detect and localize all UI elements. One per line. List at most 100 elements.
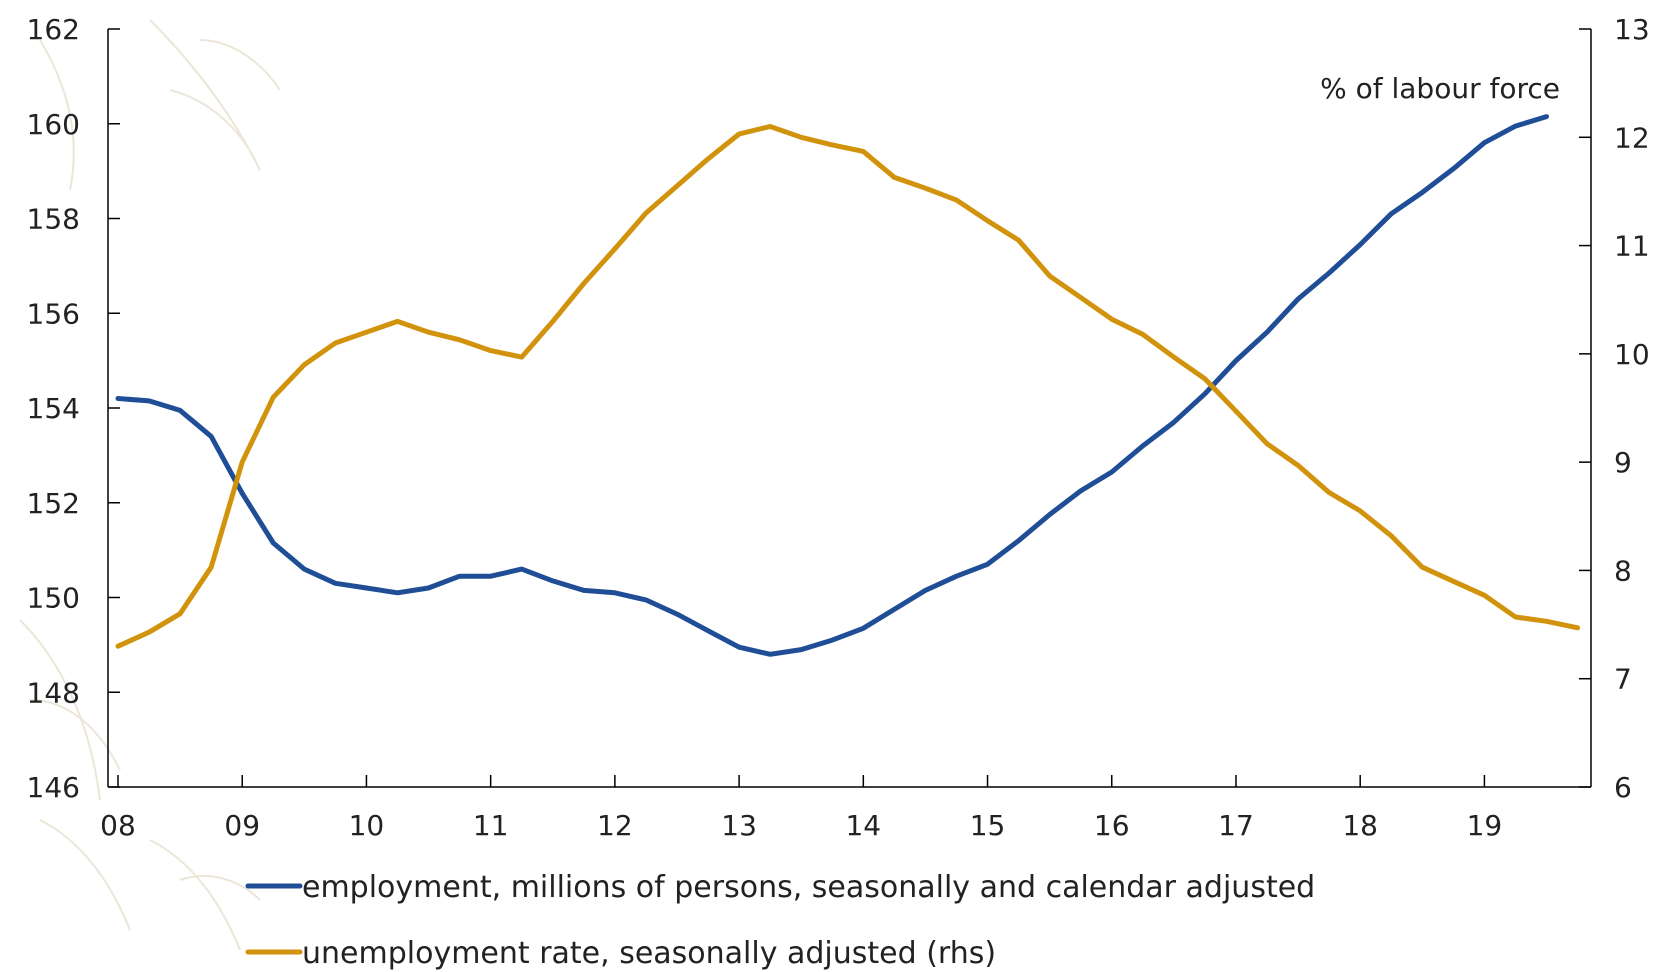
- data-point-employment: [893, 608, 896, 611]
- data-point-unemployment: [1483, 594, 1486, 597]
- data-point-unemployment: [613, 247, 617, 250]
- data-point-unemployment: [893, 176, 896, 179]
- data-point-unemployment: [1390, 534, 1393, 537]
- data-point-unemployment: [1327, 491, 1331, 494]
- series-line-employment: [115, 114, 1549, 657]
- data-point-unemployment: [986, 219, 989, 222]
- left-tick-label: 162: [27, 13, 80, 46]
- data-point-unemployment: [769, 125, 772, 128]
- data-point-employment: [1048, 513, 1051, 516]
- left-y-ticks: 146 148 150 152 154 156 158 160 162: [27, 13, 120, 804]
- left-tick-label: 154: [27, 392, 80, 425]
- x-tick-label: 10: [349, 809, 385, 842]
- x-tick-label: 14: [845, 809, 881, 842]
- left-tick-label: 160: [27, 108, 80, 141]
- data-point-employment: [1017, 539, 1020, 542]
- series-layer: [115, 114, 1581, 657]
- x-tick-label: 15: [970, 809, 1006, 842]
- data-point-unemployment: [210, 566, 213, 569]
- x-tick-label: 12: [597, 809, 633, 842]
- left-tick-label: 152: [27, 487, 80, 520]
- data-point-employment: [458, 575, 461, 578]
- data-point-unemployment: [737, 132, 741, 136]
- data-point-unemployment: [1296, 464, 1300, 467]
- data-point-unemployment: [427, 331, 430, 334]
- left-tick-label: 158: [27, 203, 80, 236]
- data-point-unemployment: [800, 136, 803, 139]
- data-point-employment: [644, 598, 648, 602]
- data-point-unemployment: [1203, 377, 1207, 380]
- data-point-employment: [1390, 212, 1393, 215]
- x-tick-label: 19: [1467, 809, 1503, 842]
- data-point-employment: [1421, 191, 1424, 194]
- data-point-employment: [613, 591, 617, 594]
- data-point-employment: [924, 589, 927, 592]
- data-point-unemployment: [675, 184, 679, 188]
- data-point-employment: [1110, 470, 1114, 474]
- data-point-employment: [551, 579, 554, 583]
- data-point-unemployment: [520, 355, 523, 359]
- data-point-employment: [1359, 243, 1362, 246]
- data-point-employment: [241, 492, 244, 495]
- data-point-employment: [831, 638, 834, 642]
- left-tick-label: 146: [27, 771, 80, 804]
- data-point-employment: [1483, 141, 1486, 144]
- data-point-unemployment: [458, 338, 461, 341]
- data-point-unemployment: [334, 341, 337, 345]
- rhs-unit-label: % of labour force: [1320, 72, 1560, 105]
- x-tick-label: 18: [1342, 809, 1378, 842]
- data-point-employment: [116, 397, 120, 400]
- x-tick-label: 13: [721, 809, 757, 842]
- left-tick-label: 150: [27, 582, 80, 615]
- data-point-unemployment: [1421, 566, 1424, 569]
- right-tick-label: 13: [1614, 13, 1650, 46]
- data-point-employment: [1514, 124, 1517, 128]
- series-line-unemployment: [115, 124, 1581, 649]
- right-tick-label: 8: [1614, 554, 1632, 587]
- data-point-employment: [800, 648, 803, 651]
- data-point-employment: [178, 409, 182, 412]
- data-point-unemployment: [924, 187, 927, 190]
- right-tick-label: 9: [1614, 446, 1632, 479]
- right-tick-label: 6: [1614, 771, 1632, 804]
- legend-label-employment: employment, millions of persons, seasona…: [302, 870, 1315, 905]
- data-point-employment: [272, 541, 275, 545]
- right-tick-label: 10: [1614, 338, 1650, 371]
- data-point-unemployment: [178, 612, 182, 615]
- data-point-unemployment: [489, 349, 492, 352]
- x-tick-label: 09: [224, 809, 260, 842]
- data-point-unemployment: [955, 198, 958, 202]
- x-tick-label: 11: [473, 809, 509, 842]
- data-point-employment: [520, 567, 523, 571]
- data-point-unemployment: [116, 645, 120, 648]
- data-point-unemployment: [1141, 333, 1145, 336]
- data-point-employment: [1452, 167, 1455, 170]
- data-point-employment: [1079, 489, 1082, 493]
- data-point-unemployment: [1576, 626, 1579, 629]
- data-point-employment: [1172, 421, 1176, 424]
- data-point-employment: [1327, 271, 1331, 275]
- data-point-employment: [675, 612, 679, 616]
- data-point-employment: [396, 591, 399, 594]
- legend: employment, millions of persons, seasona…: [245, 870, 1315, 971]
- data-point-unemployment: [551, 320, 554, 323]
- data-point-unemployment: [1359, 509, 1362, 513]
- data-point-employment: [706, 629, 710, 632]
- data-point-unemployment: [1172, 355, 1176, 359]
- data-point-employment: [334, 582, 337, 585]
- data-point-employment: [1203, 392, 1207, 395]
- x-tick-label: 17: [1218, 809, 1254, 842]
- right-tick-label: 11: [1614, 230, 1650, 263]
- left-tick-label: 148: [27, 676, 80, 709]
- data-point-unemployment: [706, 157, 710, 161]
- data-point-employment: [955, 575, 958, 578]
- data-point-employment: [1234, 359, 1238, 362]
- data-point-unemployment: [147, 631, 151, 634]
- right-y-ticks: 6 7 8 9 10 11 12 13: [1579, 13, 1650, 804]
- data-point-unemployment: [241, 460, 244, 464]
- left-tick-label: 156: [27, 297, 80, 330]
- data-point-unemployment: [1452, 580, 1455, 583]
- data-point-employment: [303, 567, 306, 571]
- data-point-unemployment: [1265, 442, 1269, 445]
- data-point-unemployment: [1545, 620, 1548, 623]
